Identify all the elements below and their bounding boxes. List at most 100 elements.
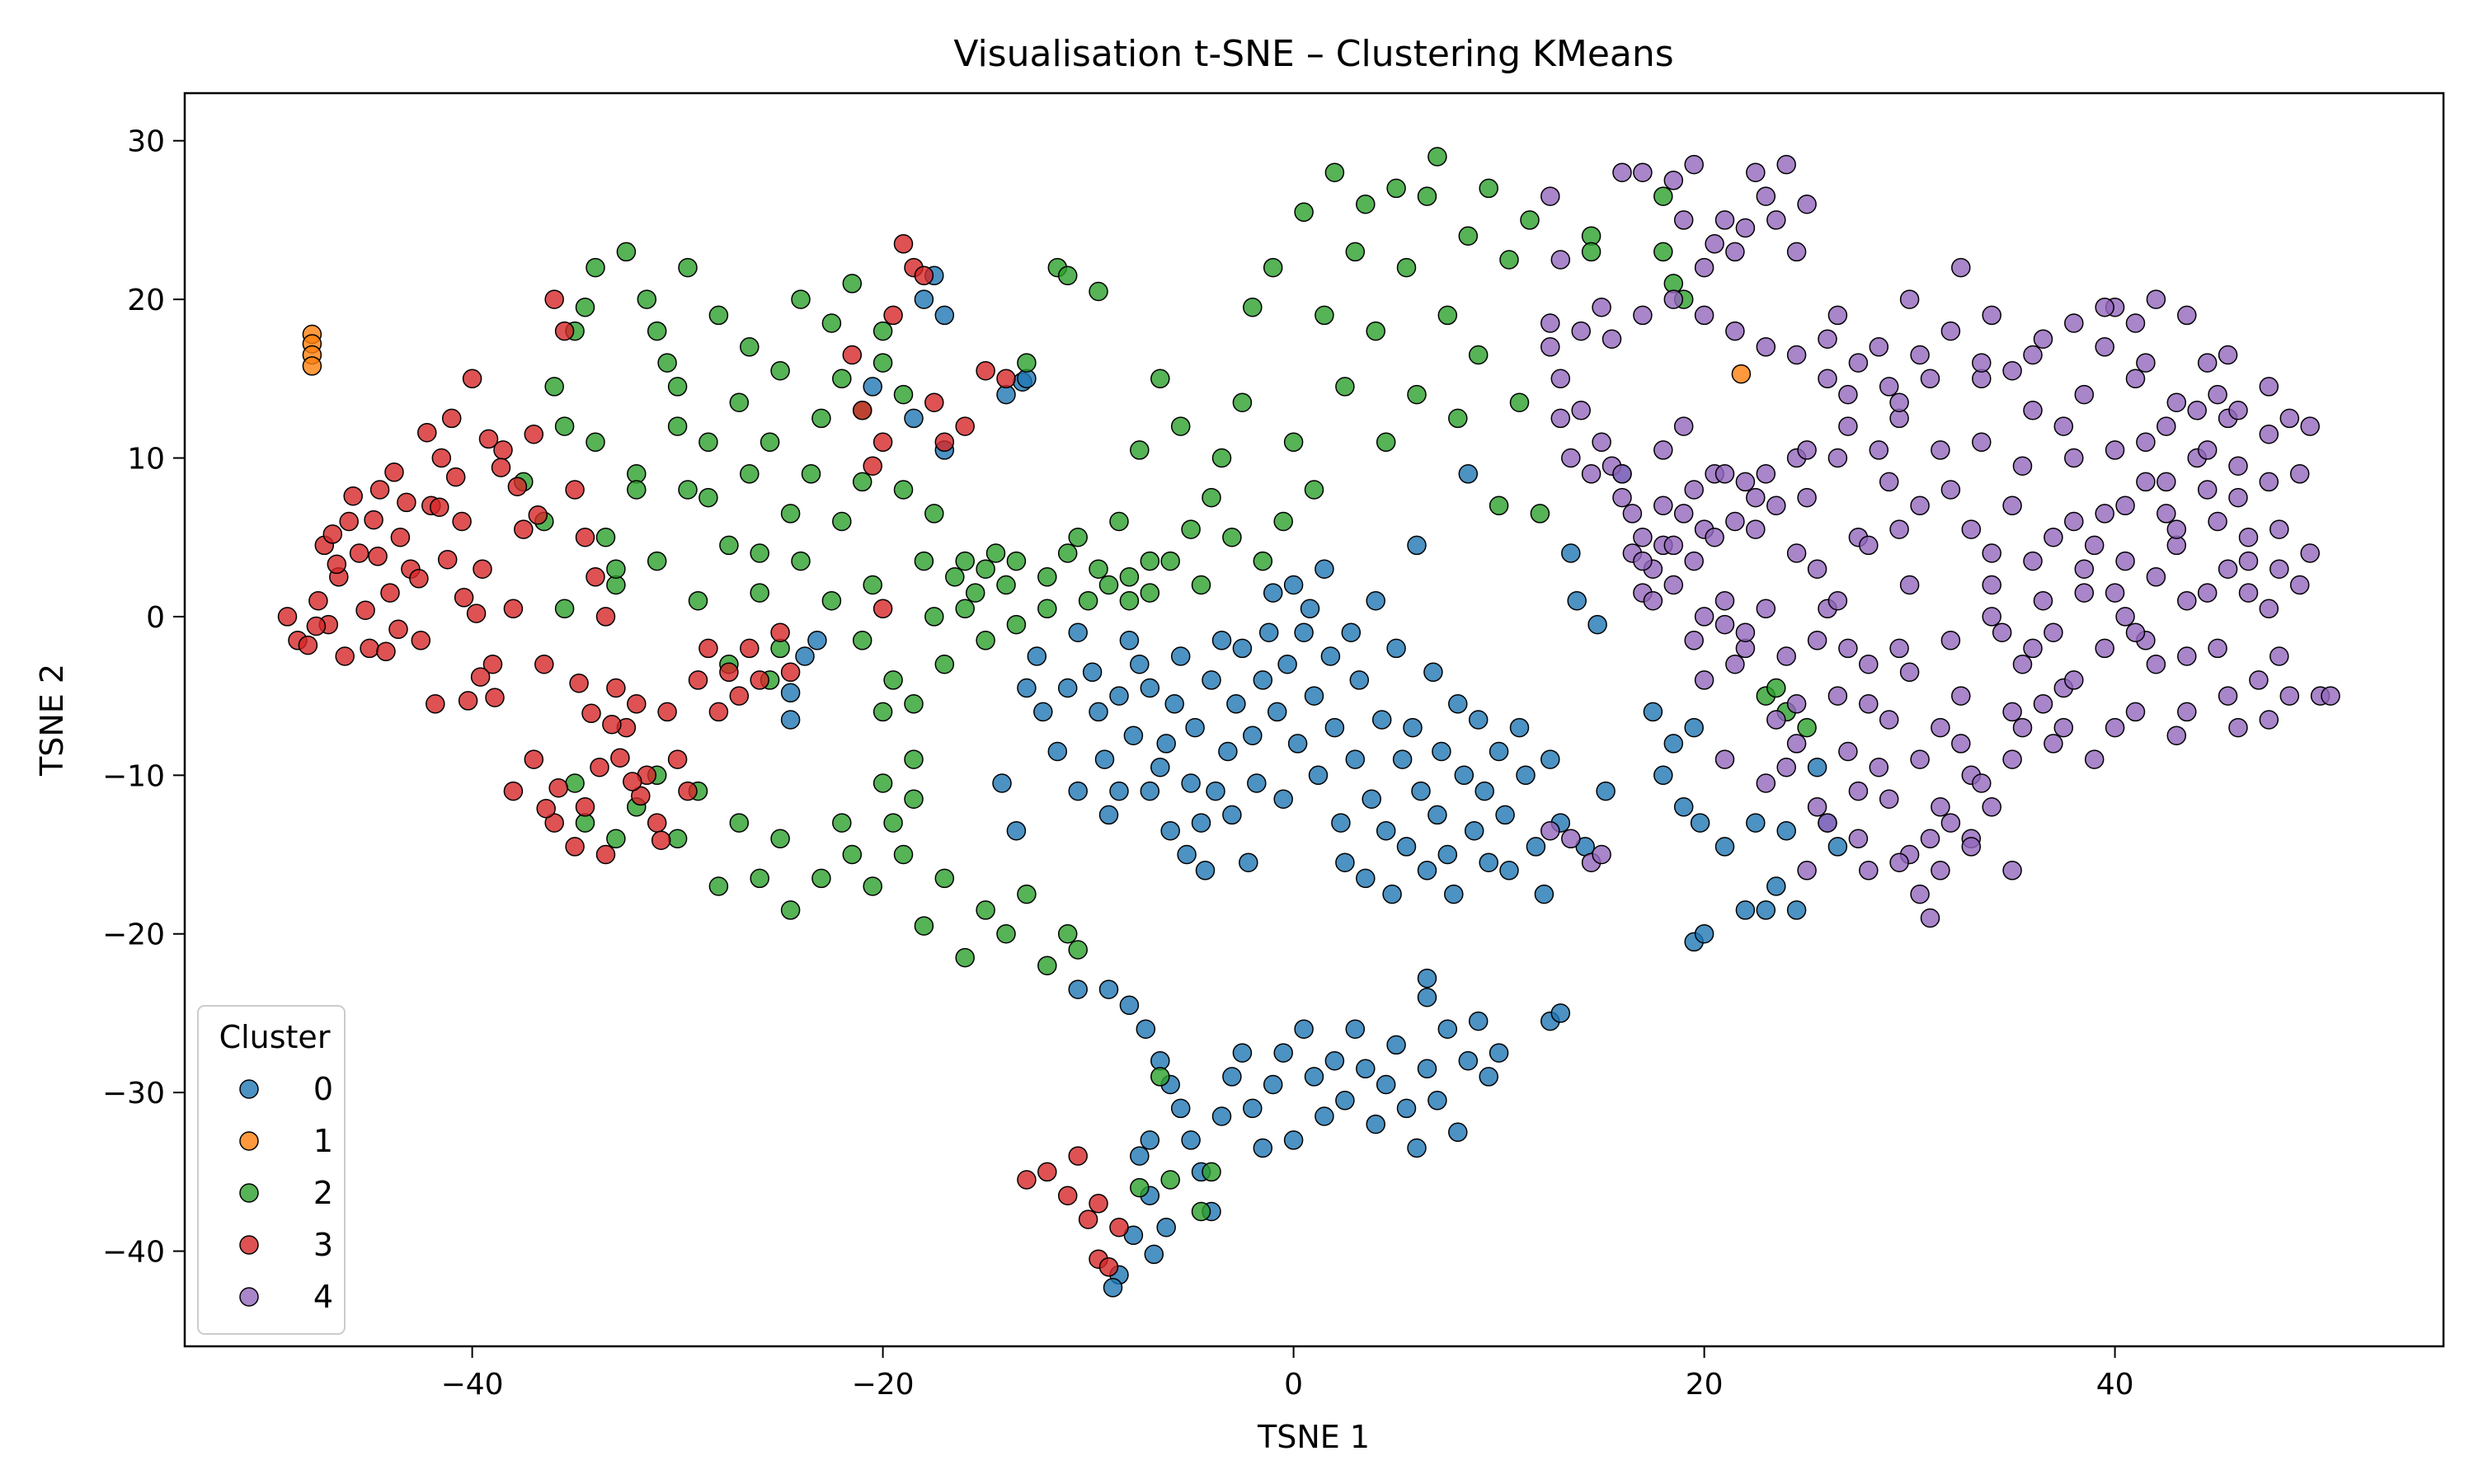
scatter-point-cluster-0	[1211, 1106, 1232, 1126]
scatter-point-cluster-4	[2074, 583, 2095, 603]
scatter-point-cluster-4	[1889, 519, 1909, 539]
scatter-point-cluster-3	[651, 830, 671, 850]
scatter-point-cluster-3	[708, 702, 729, 722]
scatter-point-cluster-2	[1222, 527, 1242, 547]
scatter-point-cluster-3	[770, 622, 790, 642]
scatter-point-cluster-4	[1786, 694, 1807, 714]
scatter-point-cluster-0	[1258, 622, 1279, 642]
scatter-point-cluster-2	[821, 313, 842, 333]
scatter-point-cluster-2	[955, 599, 975, 619]
scatter-point-cluster-2	[821, 590, 842, 611]
scatter-point-cluster-4	[2105, 583, 2125, 603]
scatter-point-cluster-0	[1694, 923, 1714, 944]
scatter-point-cluster-2	[1130, 1177, 1150, 1198]
scatter-point-cluster-0	[1253, 670, 1273, 690]
scatter-point-cluster-0	[1386, 1035, 1406, 1055]
scatter-point-cluster-2	[586, 257, 605, 278]
scatter-point-cluster-3	[914, 265, 934, 286]
scatter-point-cluster-4	[1910, 345, 1930, 365]
scatter-point-cluster-0	[1181, 1130, 1201, 1150]
scatter-point-cluster-2	[1037, 956, 1057, 975]
scatter-point-cluster-3	[437, 549, 458, 570]
scatter-point-cluster-4	[2095, 297, 2114, 317]
scatter-point-cluster-2	[1160, 551, 1180, 571]
scatter-point-cluster-3	[390, 527, 411, 547]
scatter-point-cluster-0	[1160, 820, 1180, 841]
scatter-point-cluster-4	[2125, 622, 2146, 642]
scatter-point-cluster-3	[657, 702, 677, 722]
scatter-point-cluster-4	[1797, 487, 1817, 508]
scatter-point-cluster-2	[780, 900, 801, 920]
scatter-point-cluster-2	[893, 384, 914, 405]
scatter-point-cluster-3	[623, 772, 642, 791]
scatter-point-cluster-4	[1951, 686, 1971, 706]
scatter-point-cluster-3	[842, 345, 863, 365]
scatter-point-cluster-2	[688, 590, 708, 611]
scatter-point-cluster-0	[1232, 1043, 1253, 1063]
scatter-point-cluster-3	[491, 458, 511, 477]
scatter-point-cluster-4	[1879, 377, 1899, 397]
scatter-point-cluster-0	[1349, 670, 1370, 690]
scatter-point-cluster-4	[1673, 504, 1694, 524]
scatter-point-cluster-3	[740, 638, 760, 659]
scatter-point-cluster-4	[1694, 305, 1714, 326]
scatter-point-cluster-2	[554, 416, 575, 436]
scatter-point-cluster-4	[1786, 543, 1807, 563]
scatter-point-cluster-2	[791, 289, 811, 309]
scatter-point-cluster-0	[1499, 861, 1519, 881]
scatter-point-cluster-2	[832, 813, 852, 833]
scatter-point-cluster-4	[1889, 852, 1909, 872]
scatter-point-cluster-4	[2177, 646, 2197, 666]
scatter-point-cluster-0	[1320, 646, 1341, 666]
scatter-point-cluster-3	[536, 798, 556, 819]
scatter-point-cluster-4	[2187, 401, 2207, 420]
scatter-point-cluster-4	[2228, 456, 2248, 476]
scatter-point-cluster-0	[1386, 638, 1406, 659]
scatter-point-cluster-4	[2002, 749, 2022, 769]
scatter-point-cluster-2	[760, 432, 780, 453]
scatter-point-cluster-0	[1653, 765, 1673, 786]
scatter-point-cluster-2	[1376, 432, 1396, 453]
scatter-point-cluster-0	[1371, 710, 1392, 730]
scatter-point-cluster-0	[1273, 1043, 1293, 1063]
scatter-point-cluster-4	[1859, 535, 1879, 556]
scatter-point-cluster-0	[1232, 638, 1253, 659]
scatter-point-cluster-0	[1047, 741, 1068, 762]
scatter-point-cluster-4	[1972, 773, 1992, 793]
scatter-point-cluster-0	[1109, 686, 1129, 706]
x-axis-ticks: −40 −20 0 20 40	[441, 1346, 2134, 1402]
scatter-point-cluster-0	[1119, 995, 1140, 1016]
scatter-point-cluster-4	[1633, 305, 1653, 326]
scatter-point-cluster-0	[1423, 662, 1443, 683]
scatter-point-cluster-2	[1335, 377, 1355, 397]
scatter-point-cluster-0	[1411, 781, 1431, 801]
scatter-point-cluster-4	[1797, 861, 1817, 881]
scatter-point-cluster-2	[740, 464, 760, 484]
scatter-point-cluster-2	[1150, 1067, 1170, 1087]
scatter-point-cluster-3	[473, 559, 492, 579]
scatter-point-cluster-4	[2259, 424, 2279, 444]
scatter-point-cluster-0	[1643, 702, 1663, 722]
scatter-point-cluster-4	[1540, 337, 1560, 357]
scatter-point-cluster-2	[976, 900, 995, 920]
scatter-point-cluster-2	[595, 527, 616, 547]
scatter-point-cluster-2	[606, 559, 626, 579]
scatter-point-cluster-2	[616, 242, 637, 262]
scatter-point-cluster-4	[1766, 710, 1786, 730]
scatter-point-cluster-4	[1951, 257, 1971, 278]
scatter-point-cluster-4	[1982, 305, 2001, 326]
scatter-point-cluster-0	[1345, 749, 1366, 769]
scatter-point-cluster-4	[1776, 646, 1796, 666]
scatter-point-cluster-0	[1218, 741, 1238, 762]
scatter-point-cluster-4	[1694, 607, 1714, 627]
scatter-point-cluster-0	[1746, 813, 1766, 833]
scatter-point-cluster-3	[544, 813, 564, 833]
scatter-point-cluster-2	[976, 631, 995, 650]
scatter-point-cluster-4	[1848, 781, 1869, 801]
scatter-point-cluster-3	[976, 360, 995, 381]
scatter-point-cluster-0	[1273, 789, 1293, 809]
scatter-point-cluster-4	[1684, 480, 1704, 500]
scatter-point-cluster-2	[565, 773, 585, 793]
scatter-point-cluster-4	[2033, 694, 2053, 714]
scatter-point-cluster-1	[1731, 364, 1752, 384]
